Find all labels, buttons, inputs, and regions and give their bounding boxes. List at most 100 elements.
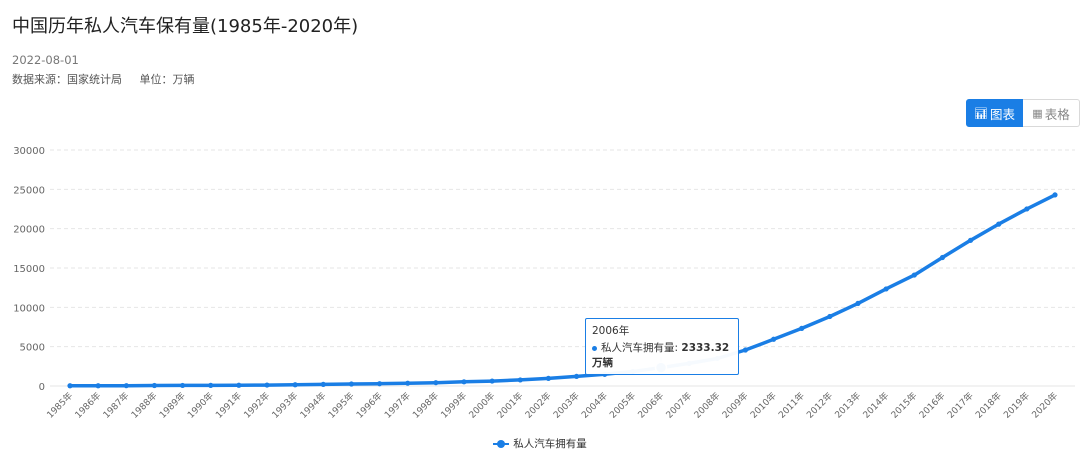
data-point[interactable] [67,383,73,389]
x-tick-label: 1995年 [326,390,357,421]
x-tick-label: 1986年 [72,390,103,421]
data-point[interactable] [405,380,411,386]
data-point[interactable] [179,382,186,389]
x-tick-label: 2007年 [663,390,694,421]
data-point[interactable] [939,254,946,261]
x-tick-label: 2015年 [888,390,919,421]
y-tick-label: 15000 [13,264,45,275]
x-tick-label: 2011年 [776,390,807,421]
y-tick-label: 25000 [13,185,45,196]
data-point[interactable] [855,300,861,306]
data-source: 数据来源：国家统计局 [12,73,122,86]
y-axis-ticks: 0 5000 10000 15000 20000 25000 30000 [13,146,45,393]
x-tick-label: 2008年 [691,390,722,421]
y-tick-label: 20000 [13,225,45,236]
page-title: 中国历年私人汽车保有量(1985年-2020年) [12,16,359,37]
x-tick-label: 2009年 [720,390,751,421]
x-tick-label: 1987年 [100,390,131,421]
data-point[interactable] [95,383,101,389]
data-point[interactable] [489,378,495,384]
y-tick-label: 30000 [13,146,45,157]
tooltip-series: 私人汽车拥有量: [601,342,679,354]
x-tick-label: 1992年 [241,390,272,421]
tooltip-year: 2006年 [592,325,630,337]
data-point[interactable] [236,382,242,388]
unit-label: 单位：万辆 [139,73,195,86]
y-tick-label: 10000 [13,303,45,314]
x-tick-label: 2010年 [748,390,779,421]
series-layer[interactable] [67,192,1058,389]
tooltip-value: 2333.32万辆 [592,342,730,369]
x-tick-label: 2018年 [973,390,1004,421]
data-point[interactable] [770,336,777,342]
y-tick-label: 5000 [20,343,45,354]
data-point[interactable] [996,221,1002,227]
table-view-button[interactable]: ▦ 表格 [1023,99,1080,127]
data-point[interactable] [264,382,270,388]
x-tick-label: 2013年 [832,390,863,421]
x-axis-ticks: 1985年1986年1987年1988年1989年1990年1991年1992年… [44,390,1060,421]
data-point[interactable] [348,381,355,387]
table-view-label: 表格 [1044,106,1070,122]
data-point[interactable] [433,380,439,386]
x-tick-label: 2001年 [494,390,525,421]
tooltip-dot-icon [592,345,597,351]
x-tick-label: 1996年 [354,390,385,421]
grid-lines [50,149,1075,387]
x-tick-label: 2016年 [917,390,948,421]
x-tick-label: 2019年 [1001,390,1032,421]
data-point[interactable] [573,373,580,380]
x-tick-label: 2004年 [579,390,610,421]
data-point[interactable] [545,375,552,381]
data-point[interactable] [292,382,298,388]
x-tick-label: 2002年 [523,390,554,421]
x-tick-label: 2012年 [804,390,835,421]
x-tick-label: 1990年 [185,390,216,421]
x-tick-label: 2017年 [945,390,976,421]
x-tick-label: 2005年 [607,390,638,421]
x-tick-label: 1999年 [438,390,469,421]
data-point[interactable] [461,379,467,385]
source-info: 数据来源：国家统计局 单位：万辆 [12,71,195,87]
x-tick-label: 1998年 [410,390,441,421]
x-tick-label: 2020年 [1029,390,1060,421]
x-tick-label: 2006年 [635,390,666,421]
view-toggle: 📊︎ 图表 ▦ 表格 [966,99,1080,127]
data-point[interactable] [123,383,129,389]
data-point[interactable] [742,347,749,353]
x-tick-label: 2003年 [551,390,582,421]
data-tooltip: 2006年 私人汽车拥有量: 2333.32万辆 [585,318,739,375]
data-point[interactable] [883,286,889,292]
chart-view-label: 图表 [989,106,1015,122]
series-line[interactable] [68,193,1057,388]
x-tick-label: 1993年 [269,390,300,421]
x-tick-label: 1991年 [213,390,244,421]
x-tick-label: 1989年 [157,390,188,421]
chart-legend[interactable]: 私人汽车拥有量 [0,436,1080,451]
x-tick-label: 1988年 [129,390,160,421]
x-tick-label: 1997年 [382,390,413,421]
data-point[interactable] [320,381,326,387]
data-point[interactable] [911,272,917,278]
x-tick-label: 2000年 [466,390,497,421]
data-point[interactable] [208,382,214,388]
x-tick-label: 2014年 [860,390,891,421]
data-point[interactable] [967,237,974,243]
data-point[interactable] [1052,192,1058,198]
data-point[interactable] [151,382,158,389]
data-point[interactable] [799,325,805,331]
data-point[interactable] [1024,206,1030,212]
bar-chart-icon: 📊︎ [974,106,988,120]
x-tick-label: 1985年 [44,390,75,421]
publish-date: 2022-08-01 [12,53,79,67]
x-tick-label: 1994年 [297,390,328,421]
legend-label: 私人汽车拥有量 [513,438,587,450]
table-icon: ▦ [1032,106,1043,120]
chart-view-button[interactable]: 📊︎ 图表 [966,99,1023,127]
data-point[interactable] [376,381,383,387]
legend-line-icon [493,439,510,449]
y-tick-label: 0 [39,382,45,393]
data-point[interactable] [517,377,523,383]
data-point[interactable] [827,313,833,320]
